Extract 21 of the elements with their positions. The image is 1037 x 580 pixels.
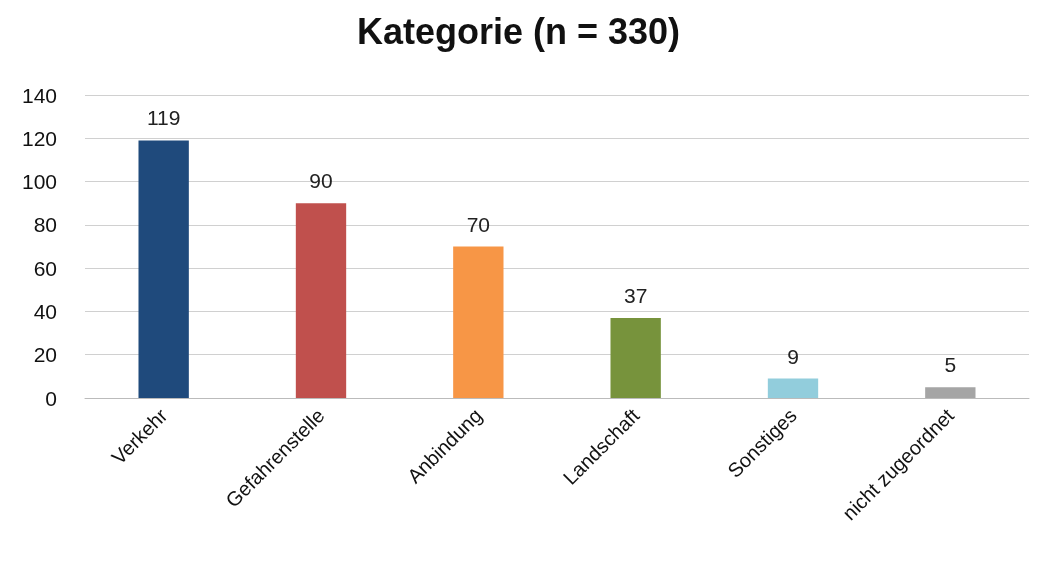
bar <box>925 387 976 398</box>
data-label: 70 <box>466 212 491 236</box>
bar <box>138 140 189 398</box>
y-tick-label: 100 <box>21 170 57 194</box>
bar <box>610 317 661 398</box>
data-label: 5 <box>944 353 957 377</box>
y-tick-label: 80 <box>33 213 57 237</box>
y-tick-label: 40 <box>33 299 57 323</box>
bar <box>767 378 819 398</box>
y-tick-label: 60 <box>33 256 57 280</box>
data-label: 9 <box>787 344 799 368</box>
bar <box>453 246 504 398</box>
chart-title: Kategorie (n = 330) <box>356 10 681 52</box>
bar <box>295 203 347 398</box>
y-tick-label: 20 <box>33 343 57 367</box>
y-tick-label: 0 <box>45 386 57 410</box>
y-tick-label: 140 <box>21 83 57 107</box>
data-label: 90 <box>309 169 333 193</box>
y-tick-label: 120 <box>21 126 57 150</box>
data-label: 119 <box>146 106 181 130</box>
data-label: 37 <box>623 283 648 307</box>
